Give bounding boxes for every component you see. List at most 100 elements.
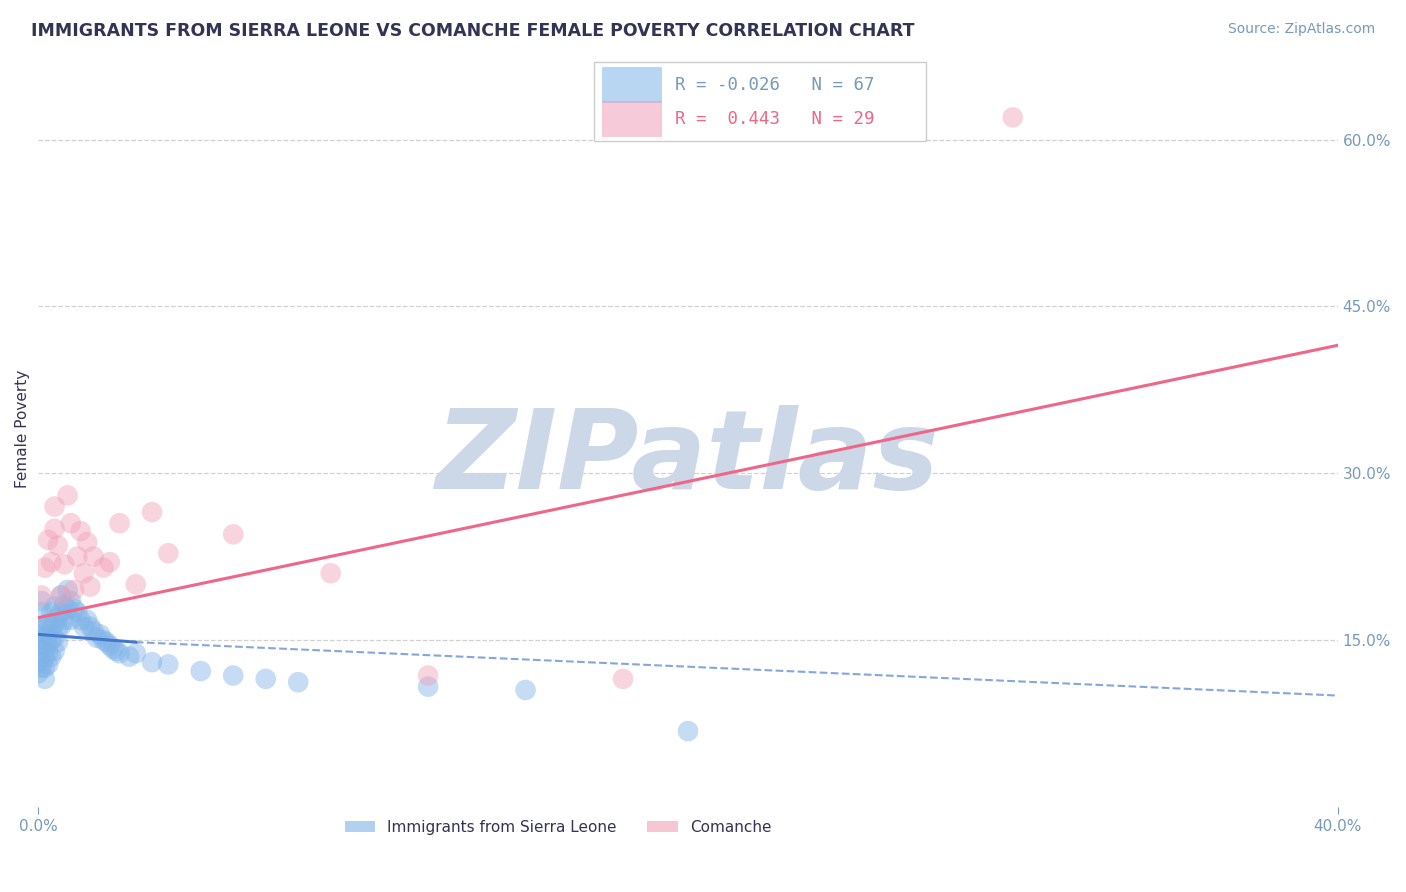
Point (34, 649, 56, 664)
Point (108, 516, 131, 531)
Point (27, 655, 49, 669)
Point (59, 516, 82, 531)
Legend: Immigrants from Sierra Leone, Comanche: Immigrants from Sierra Leone, Comanche (339, 814, 778, 840)
Point (98, 639, 121, 653)
Point (76, 535, 98, 549)
Point (31, 661, 53, 675)
Point (79, 619, 101, 633)
Text: R =  0.443   N = 29: R = 0.443 N = 29 (675, 110, 875, 128)
Point (44, 522, 66, 536)
Point (101, 641, 124, 656)
Point (69, 613, 91, 627)
Point (96, 635, 118, 649)
Point (141, 655, 163, 669)
Point (49, 589, 72, 603)
Point (41, 622, 63, 636)
Point (53, 613, 76, 627)
Point (108, 646, 131, 660)
Point (612, 672, 634, 686)
Point (46, 635, 69, 649)
Point (53, 598, 76, 612)
Point (31, 632, 53, 647)
Point (44, 631, 66, 645)
Point (27, 627, 49, 641)
Point (141, 505, 163, 519)
Point (37, 533, 59, 547)
Point (56, 582, 79, 597)
Point (73, 566, 96, 581)
Point (49, 605, 72, 619)
Point (31, 644, 53, 658)
Point (63, 602, 86, 616)
Point (27, 622, 49, 636)
Point (31, 589, 53, 603)
Point (44, 599, 66, 614)
Point (56, 488, 79, 502)
Point (59, 613, 82, 627)
Point (69, 524, 91, 538)
Point (105, 644, 128, 658)
Point (416, 680, 439, 694)
Point (222, 668, 245, 682)
Point (31, 655, 53, 669)
Point (53, 558, 76, 572)
Point (49, 589, 72, 603)
Point (125, 646, 148, 660)
Point (44, 644, 66, 658)
Point (86, 631, 108, 645)
Point (34, 622, 56, 636)
Point (157, 546, 180, 560)
Point (59, 594, 82, 608)
Point (98, 555, 121, 569)
Point (83, 549, 105, 564)
Point (34, 560, 56, 574)
Point (34, 672, 56, 686)
Point (91, 560, 114, 574)
Point (416, 668, 439, 682)
Point (515, 683, 537, 698)
Point (41, 605, 63, 619)
Point (41, 632, 63, 647)
Point (37, 627, 59, 641)
Point (41, 555, 63, 569)
Point (76, 613, 98, 627)
Point (37, 639, 59, 653)
Point (49, 619, 72, 633)
FancyBboxPatch shape (602, 67, 662, 103)
Point (157, 657, 180, 672)
Point (118, 649, 141, 664)
Point (73, 619, 96, 633)
FancyBboxPatch shape (595, 62, 925, 142)
Point (46, 611, 69, 625)
FancyBboxPatch shape (602, 101, 662, 136)
Point (41, 649, 63, 664)
Point (125, 577, 148, 591)
Point (44, 616, 66, 631)
Point (44, 500, 66, 514)
Point (66, 605, 89, 619)
Point (27, 639, 49, 653)
Point (27, 666, 49, 681)
Point (46, 622, 69, 636)
Text: IMMIGRANTS FROM SIERRA LEONE VS COMANCHE FEMALE POVERTY CORRELATION CHART: IMMIGRANTS FROM SIERRA LEONE VS COMANCHE… (31, 22, 914, 40)
Y-axis label: Female Poverty: Female Poverty (15, 369, 30, 488)
Point (91, 632, 114, 647)
Point (676, 724, 699, 739)
Point (222, 527, 245, 541)
Point (254, 672, 277, 686)
Point (319, 566, 342, 581)
Point (66, 549, 89, 564)
Point (37, 616, 59, 631)
Point (46, 538, 69, 552)
Point (31, 594, 53, 608)
Point (34, 661, 56, 675)
Point (37, 657, 59, 672)
Point (56, 602, 79, 616)
Point (34, 639, 56, 653)
Text: R = -0.026   N = 67: R = -0.026 N = 67 (675, 76, 875, 94)
Text: ZIPatlas: ZIPatlas (436, 406, 939, 512)
Text: Source: ZipAtlas.com: Source: ZipAtlas.com (1227, 22, 1375, 37)
Point (31, 605, 53, 619)
Point (190, 664, 212, 678)
Point (1001, 111, 1024, 125)
